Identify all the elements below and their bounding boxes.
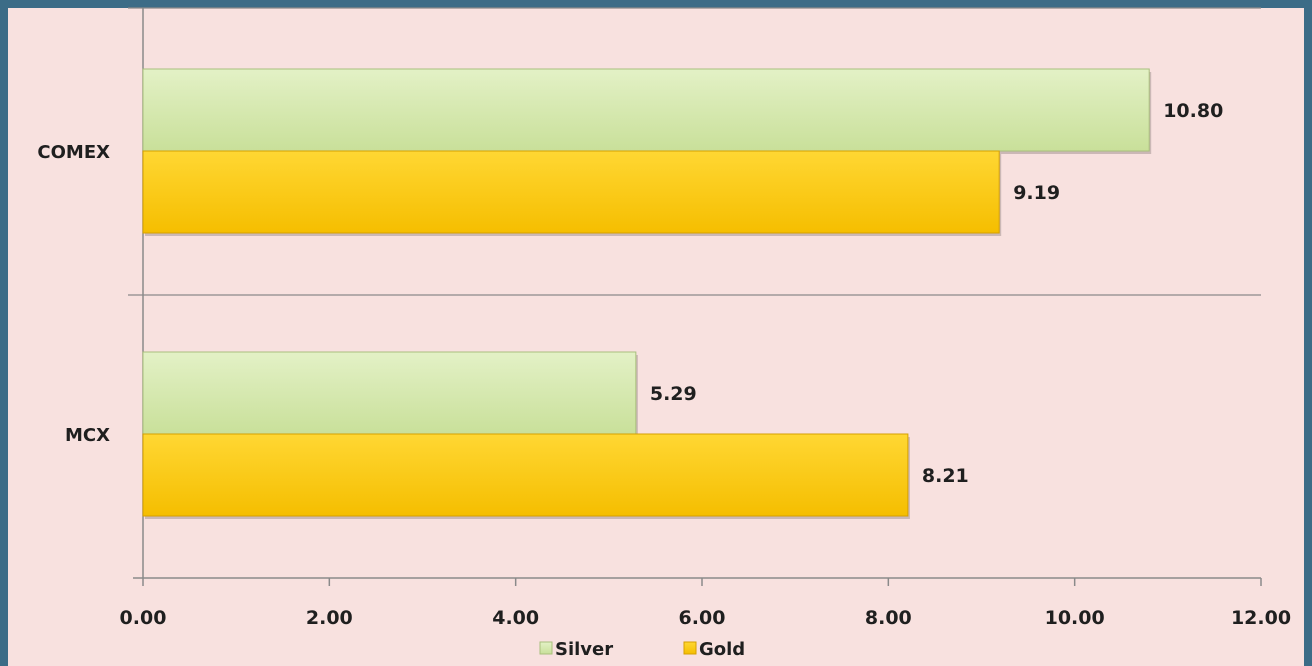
legend-label-silver: Silver (555, 639, 613, 660)
category-label: MCX (65, 425, 110, 446)
legend-label-gold: Gold (699, 639, 745, 660)
silver-bar-comex (142, 68, 1150, 152)
bars (142, 68, 1152, 519)
labels: 0.00 2.00 4.00 6.00 8.00 10.00 12.00 COMEX MCX 10… (37, 100, 1291, 629)
x-tick-label: 0.00 (120, 607, 167, 629)
data-label: 5.29 (650, 383, 697, 405)
x-tick-label: 12.00 (1231, 607, 1291, 629)
x-tick-label: 2.00 (306, 607, 353, 629)
x-tick-label: 10.00 (1045, 607, 1105, 629)
x-tick-label: 4.00 (492, 607, 539, 629)
x-tick-label: 8.00 (865, 607, 912, 629)
data-label: 8.21 (922, 465, 969, 487)
gold-bar-mcx (142, 433, 909, 517)
x-tick-label: 6.00 (679, 607, 726, 629)
legend-swatch-silver (539, 641, 553, 655)
gold-bar-comex (142, 150, 1000, 234)
legend: Silver Gold (539, 639, 745, 660)
category-label: COMEX (37, 142, 110, 163)
data-label: 9.19 (1013, 182, 1060, 204)
data-label: 10.80 (1163, 100, 1223, 122)
silver-bar-mcx (142, 351, 637, 435)
legend-swatch-gold (683, 641, 697, 655)
